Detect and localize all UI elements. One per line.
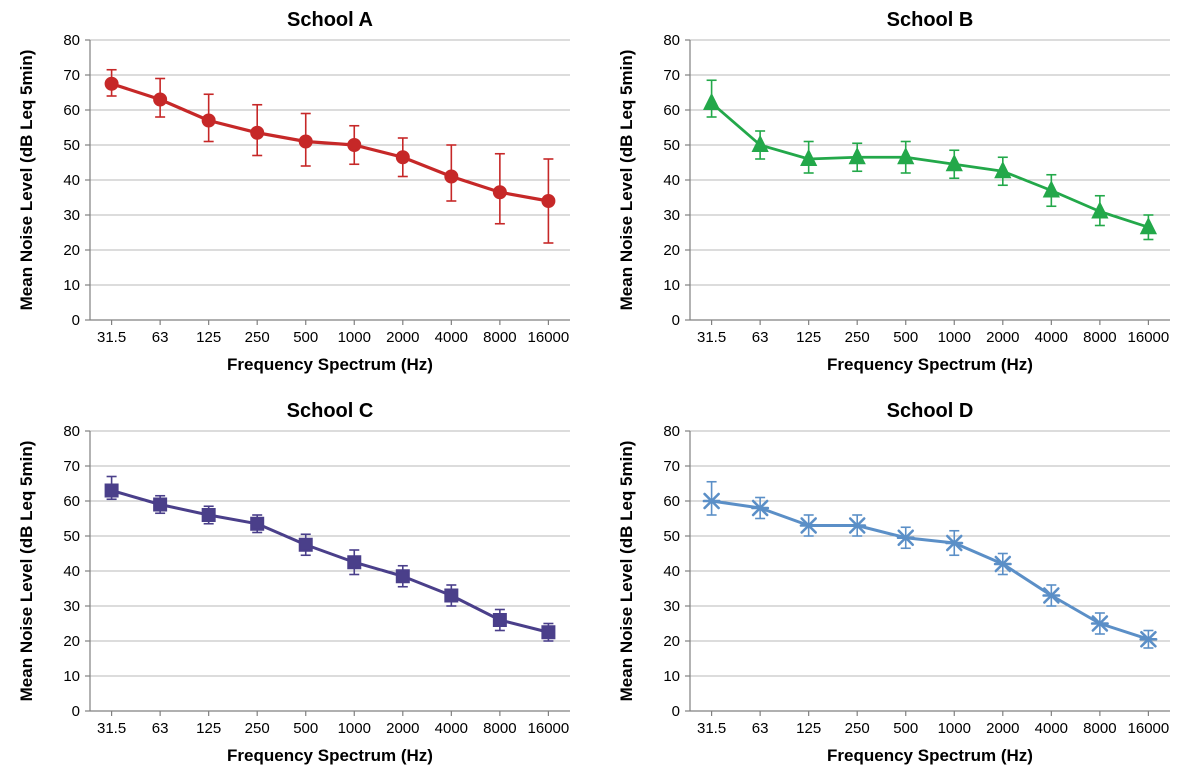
x-tick-label: 16000: [1128, 720, 1170, 737]
x-tick-label: 63: [152, 329, 169, 346]
y-tick-label: 30: [63, 207, 80, 224]
x-tick-label: 2000: [986, 720, 1019, 737]
x-tick-label: 8000: [1083, 720, 1116, 737]
x-tick-label: 16000: [528, 720, 570, 737]
x-axis-label: Frequency Spectrum (Hz): [227, 746, 433, 765]
y-tick-label: 10: [663, 668, 680, 685]
y-tick-label: 60: [63, 493, 80, 510]
x-tick-label: 8000: [483, 720, 516, 737]
x-axis-label: Frequency Spectrum (Hz): [827, 746, 1033, 765]
y-tick-label: 40: [63, 172, 80, 189]
x-tick-label: 8000: [483, 329, 516, 346]
y-tick-label: 30: [663, 207, 680, 224]
panel-title: School D: [887, 400, 974, 422]
x-tick-label: 250: [845, 329, 870, 346]
y-tick-label: 70: [63, 67, 80, 84]
y-tick-label: 70: [663, 458, 680, 475]
y-tick-label: 80: [663, 423, 680, 440]
x-tick-label: 63: [752, 329, 769, 346]
x-tick-label: 31.5: [97, 720, 126, 737]
x-tick-label: 63: [752, 720, 769, 737]
x-tick-label: 500: [893, 720, 918, 737]
y-tick-label: 60: [663, 493, 680, 510]
x-tick-label: 63: [152, 720, 169, 737]
y-tick-label: 10: [63, 277, 80, 294]
x-tick-label: 31.5: [697, 329, 726, 346]
x-tick-label: 125: [796, 329, 821, 346]
y-tick-label: 10: [663, 277, 680, 294]
x-tick-label: 1000: [338, 720, 371, 737]
x-tick-label: 500: [293, 329, 318, 346]
chart-panel: 0 10 20 30 40 50 60 70 80 31.5 63 125 250 500 1000 2000…: [600, 0, 1200, 391]
y-tick-label: 40: [663, 172, 680, 189]
data-line: [112, 491, 549, 633]
y-tick-label: 80: [663, 32, 680, 49]
chart-panel: 0 10 20 30 40 50 60 70 80 31.5 63 125 250 500 1000 2000…: [600, 391, 1200, 782]
x-tick-label: 125: [196, 329, 221, 346]
x-tick-label: 4000: [1035, 720, 1068, 737]
x-tick-label: 4000: [435, 720, 468, 737]
x-tick-label: 500: [293, 720, 318, 737]
y-tick-label: 50: [663, 137, 680, 154]
y-tick-label: 60: [63, 102, 80, 119]
x-tick-label: 4000: [435, 329, 468, 346]
x-tick-label: 2000: [386, 329, 419, 346]
data-line: [712, 103, 1149, 227]
y-tick-label: 20: [663, 633, 680, 650]
y-tick-label: 20: [663, 242, 680, 259]
y-tick-label: 80: [63, 423, 80, 440]
y-tick-label: 0: [672, 703, 680, 720]
x-tick-label: 250: [245, 720, 270, 737]
chart-panel: 0 10 20 30 40 50 60 70 80 31.5 63 125 250 500 1000 2000…: [0, 391, 600, 782]
y-axis-label: Mean Noise Level (dB Leq 5min): [617, 441, 636, 702]
x-tick-label: 2000: [986, 329, 1019, 346]
y-tick-label: 0: [72, 312, 80, 329]
x-tick-label: 1000: [938, 329, 971, 346]
x-tick-label: 500: [893, 329, 918, 346]
y-tick-label: 50: [63, 137, 80, 154]
y-tick-label: 60: [663, 102, 680, 119]
panel-title: School C: [287, 400, 374, 422]
y-axis-label: Mean Noise Level (dB Leq 5min): [617, 50, 636, 311]
y-tick-label: 70: [663, 67, 680, 84]
y-tick-label: 50: [663, 528, 680, 545]
x-tick-label: 1000: [938, 720, 971, 737]
y-tick-label: 20: [63, 633, 80, 650]
x-tick-label: 250: [245, 329, 270, 346]
x-tick-label: 31.5: [697, 720, 726, 737]
y-tick-label: 40: [663, 563, 680, 580]
x-tick-label: 125: [196, 720, 221, 737]
y-tick-label: 20: [63, 242, 80, 259]
panel-title: School A: [287, 9, 373, 31]
data-line: [112, 84, 549, 201]
x-tick-label: 16000: [1128, 329, 1170, 346]
x-axis-label: Frequency Spectrum (Hz): [227, 355, 433, 374]
y-tick-label: 40: [63, 563, 80, 580]
y-tick-label: 30: [63, 598, 80, 615]
x-tick-label: 31.5: [97, 329, 126, 346]
x-tick-label: 250: [845, 720, 870, 737]
x-axis-label: Frequency Spectrum (Hz): [827, 355, 1033, 374]
y-tick-label: 70: [63, 458, 80, 475]
y-tick-label: 80: [63, 32, 80, 49]
y-tick-label: 50: [63, 528, 80, 545]
x-tick-label: 125: [796, 720, 821, 737]
x-tick-label: 1000: [338, 329, 371, 346]
y-tick-label: 30: [663, 598, 680, 615]
x-tick-label: 8000: [1083, 329, 1116, 346]
y-axis-label: Mean Noise Level (dB Leq 5min): [17, 441, 36, 702]
x-tick-label: 16000: [528, 329, 570, 346]
panel-title: School B: [887, 9, 974, 31]
y-tick-label: 0: [672, 312, 680, 329]
data-line: [712, 501, 1149, 639]
x-tick-label: 2000: [386, 720, 419, 737]
y-axis-label: Mean Noise Level (dB Leq 5min): [17, 50, 36, 311]
x-tick-label: 4000: [1035, 329, 1068, 346]
y-tick-label: 0: [72, 703, 80, 720]
y-tick-label: 10: [63, 668, 80, 685]
chart-panel: 0 10 20 30 40 50 60 70 80 31.5 63 125 250 500 1000 2000…: [0, 0, 600, 391]
